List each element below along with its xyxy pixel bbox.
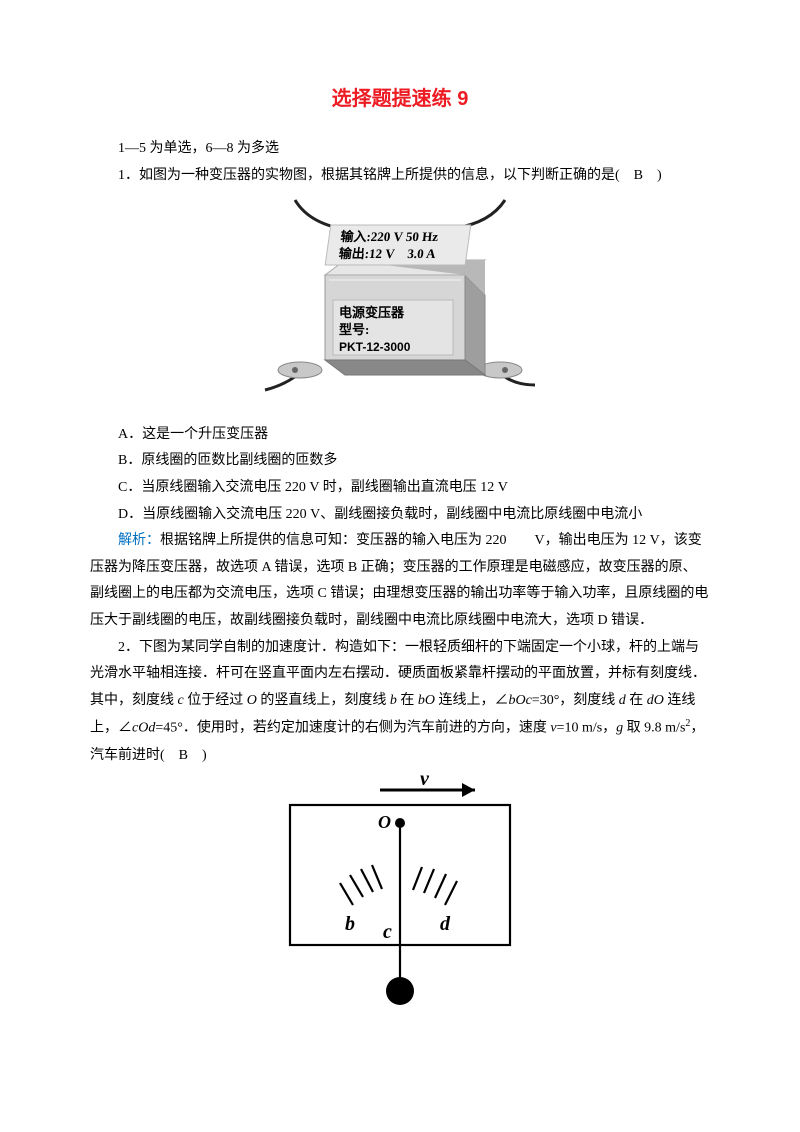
q1-stem: 1．如图为一种变压器的实物图，根据其铭牌上所提供的信息，以下判断正确的是( B … xyxy=(90,163,710,190)
fig1-in-label: 输入 xyxy=(340,229,368,244)
q1-optA: A．这是一个升压变压器 xyxy=(90,422,710,449)
instruction-line: 1—5 为单选，6—8 为多选 xyxy=(90,136,710,163)
q2-t3: 的竖直线上，刻度线 xyxy=(257,693,390,708)
q1-optC: C．当原线圈输入交流电压 220 V 时，副线圈输出直流电压 12 V xyxy=(90,475,710,502)
q2-t2: 位于经过 xyxy=(184,693,247,708)
q1-optD: D．当原线圈输入交流电压 220 V、副线圈接负载时，副线圈中电流比原线圈中电流… xyxy=(90,502,710,529)
fig2-c: c xyxy=(383,921,392,943)
fig1-out-spec: :12 V 3.0 A xyxy=(364,246,437,261)
q2-d: d xyxy=(619,693,626,708)
q2-b: b xyxy=(390,693,397,708)
q1-optB: B．原线圈的匝数比副线圈的匝数多 xyxy=(90,448,710,475)
q2-bO: bO xyxy=(418,693,435,708)
q1-expl-text: 根据铭牌上所提供的信息可知：变压器的输入电压为 220 V，输出电压为 12 V… xyxy=(90,533,708,628)
q2-t11: 取 9.8 m/s xyxy=(623,721,685,736)
fig2-v: v xyxy=(420,775,430,790)
fig2-d: d xyxy=(440,913,451,935)
svg-text:输入:220 V 50 Hz: 输入:220 V 50 Hz xyxy=(340,229,439,244)
q2-t10: =10 m/s， xyxy=(557,721,617,736)
q2-stem: 2．下图为某同学自制的加速度计．构造如下：一根轻质细杆的下端固定一个小球，杆的上… xyxy=(90,635,710,770)
expl-label: 解析： xyxy=(118,533,160,548)
q2-t9: =45°．使用时，若约定加速度计的右侧为汽车前进的方向，速度 xyxy=(155,721,550,736)
doc-title: 选择题提速练 9 xyxy=(90,80,710,118)
accelerometer-icon: v O b xyxy=(270,775,530,1010)
fig1-in-spec: :220 V 50 Hz xyxy=(366,229,439,244)
fig1-model: PKT-12-3000 xyxy=(339,340,411,354)
q1-figure: 输入:220 V 50 Hz 输出:12 V 3.0 A 电源变压器 型号: P… xyxy=(90,195,710,416)
q2-t5: 连线上，∠ xyxy=(435,693,509,708)
fig2-b: b xyxy=(345,913,355,935)
q2-dO: dO xyxy=(647,693,664,708)
q2-t4: 在 xyxy=(397,693,418,708)
fig2-O: O xyxy=(378,812,391,832)
fig1-out-label: 输出 xyxy=(338,246,366,261)
fig1-name: 电源变压器 xyxy=(339,305,405,320)
q2-O: O xyxy=(247,693,257,708)
q1-explanation: 解析：根据铭牌上所提供的信息可知：变压器的输入电压为 220 V，输出电压为 1… xyxy=(90,528,710,634)
q2-t6: =30°，刻度线 xyxy=(532,693,619,708)
q2-figure: v O b xyxy=(90,775,710,1021)
q2-t7: 在 xyxy=(626,693,647,708)
page: 选择题提速练 9 1—5 为单选，6—8 为多选 1．如图为一种变压器的实物图，… xyxy=(0,0,800,1132)
fig1-model-label: 型号: xyxy=(339,322,369,337)
svg-text:输出:12 V 3.0 A: 输出:12 V 3.0 A xyxy=(338,246,437,261)
transformer-icon: 输入:220 V 50 Hz 输出:12 V 3.0 A 电源变压器 型号: P… xyxy=(255,195,545,405)
q2-cOd: cOd xyxy=(132,721,155,736)
q2-bOc: bOc xyxy=(508,693,531,708)
